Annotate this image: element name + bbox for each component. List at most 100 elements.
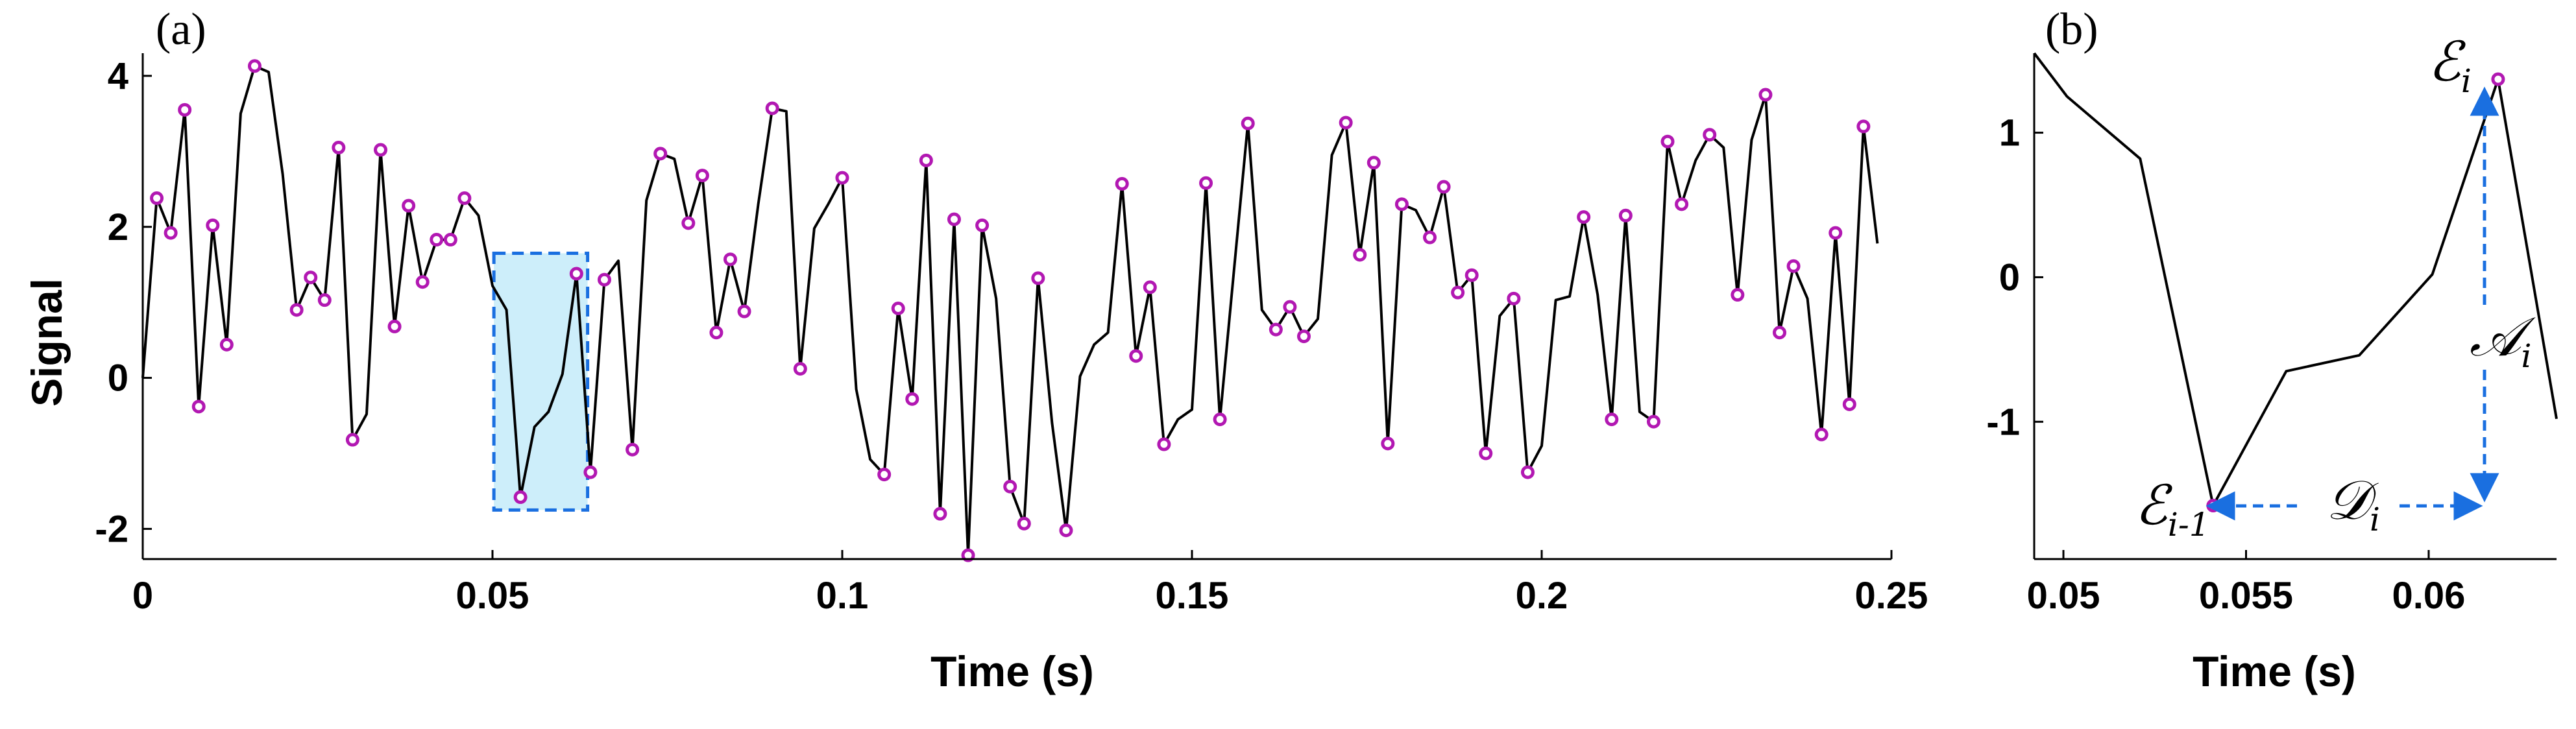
peak-marker — [765, 101, 779, 115]
peak-marker — [905, 392, 919, 406]
panel-b-axes: 0.05 0.055 0.06 -1 0 1 — [1986, 53, 2557, 617]
peak-marker — [1703, 128, 1717, 142]
peak-marker — [877, 468, 892, 482]
peak-marker — [374, 143, 388, 157]
peak-marker — [1605, 412, 1619, 427]
peak-marker — [1394, 197, 1409, 211]
peak-marker — [1786, 259, 1801, 273]
peak-marker — [415, 275, 430, 289]
peak-marker — [1758, 88, 1773, 102]
peak-marker — [723, 252, 738, 267]
annotation-trough-subscript: i-1 — [2168, 506, 2210, 544]
y-tick-label: 0 — [1999, 256, 2020, 298]
peak-marker — [1842, 397, 1856, 411]
peak-marker — [1059, 523, 1073, 538]
peak-marker — [653, 147, 668, 161]
annotation-duration: 𝒟i — [2326, 468, 2380, 538]
peak-marker — [206, 218, 220, 232]
annotation-peak-subscript: i — [2461, 62, 2472, 100]
y-tick-label: 1 — [1999, 112, 2020, 154]
peak-marker — [247, 59, 261, 73]
y-tick-label: -1 — [1986, 401, 2020, 443]
peak-marker — [569, 267, 583, 281]
peak-marker — [793, 362, 807, 376]
peak-marker — [345, 433, 359, 447]
peak-marker — [1381, 436, 1395, 451]
panel-a-series — [141, 59, 1879, 562]
peak-marker — [150, 191, 164, 206]
panel-b-label: (b) — [2045, 5, 2098, 54]
peak-marker — [1646, 414, 1660, 429]
peak-marker — [961, 548, 975, 562]
peak-marker — [457, 191, 472, 206]
peak-marker — [1507, 291, 1521, 305]
peak-marker — [1241, 116, 1255, 130]
peak-marker — [1856, 119, 1871, 134]
peak-marker — [681, 216, 696, 230]
peak-marker — [583, 465, 598, 479]
peak-marker — [1464, 268, 1479, 282]
peak-marker — [1731, 288, 1745, 302]
peak-marker — [1283, 300, 1297, 314]
panel-a-xlabel: Time (s) — [930, 647, 1094, 695]
panel-b-series — [2033, 52, 2558, 513]
peak-marker — [1213, 412, 1227, 427]
panel-b-signal-line — [2033, 52, 2558, 507]
peak-marker — [891, 301, 905, 315]
peak-marker — [332, 141, 346, 155]
peak-marker — [387, 319, 402, 333]
panel-b: (b) Time (s) 0.05 0.055 0.06 -1 0 1 ℰi ℰi-1 𝒜… — [1986, 5, 2558, 695]
peak-marker — [1479, 446, 1493, 460]
annotation-peak-symbol: ℰ — [2428, 30, 2466, 93]
peak-marker — [1367, 156, 1381, 170]
peak-marker — [304, 270, 318, 285]
annotation-peak: ℰi — [2428, 30, 2472, 100]
peak-marker — [1660, 134, 1675, 149]
peak-marker — [919, 153, 933, 167]
x-tick-label: 0.05 — [2027, 575, 2100, 617]
peak-marker — [1814, 427, 1829, 442]
peak-marker — [1520, 465, 1535, 479]
peak-marker — [2491, 72, 2505, 86]
peak-marker — [219, 337, 234, 352]
peak-marker — [933, 507, 947, 521]
peak-marker — [513, 490, 528, 505]
x-tick-label: 0.06 — [2392, 575, 2466, 617]
y-tick-label: 2 — [108, 206, 128, 248]
annotation-trough: ℰi-1 — [2135, 473, 2210, 544]
peak-marker — [1269, 322, 1283, 337]
peak-marker — [443, 233, 457, 247]
peak-marker — [402, 198, 416, 213]
annotation-trough-symbol: ℰ — [2135, 473, 2173, 537]
peak-marker — [164, 226, 178, 240]
peak-marker — [1115, 176, 1129, 191]
peak-marker — [626, 442, 640, 457]
x-tick-label: 0.05 — [456, 575, 529, 617]
x-tick-label: 0.1 — [816, 575, 869, 617]
highlight-window — [492, 252, 590, 512]
peak-marker — [1451, 285, 1465, 300]
peak-marker — [709, 326, 723, 340]
peak-marker — [1017, 516, 1031, 531]
peak-marker — [1031, 271, 1045, 285]
peak-marker — [1157, 437, 1171, 451]
panel-b-xlabel: Time (s) — [2193, 647, 2356, 695]
peak-marker — [1577, 210, 1591, 224]
y-tick-label: 4 — [108, 55, 128, 97]
peak-marker — [1003, 479, 1017, 494]
peak-marker — [317, 293, 332, 307]
x-tick-label: 0.055 — [2199, 575, 2293, 617]
annotation-amplitude: 𝒜i — [2470, 305, 2536, 375]
panel-a: (a) Signal Time (s) 0 0.05 0.1 0.15 0.2 0.25 -… — [23, 5, 1928, 695]
peak-marker — [947, 212, 961, 226]
peak-marker — [695, 169, 709, 183]
peak-marker — [1618, 208, 1633, 222]
peak-marker — [430, 233, 444, 247]
peak-marker — [1296, 329, 1311, 344]
peak-marker — [1143, 280, 1157, 294]
x-tick-label: 0.25 — [1855, 575, 1928, 617]
x-tick-label: 0 — [132, 575, 153, 617]
x-tick-label: 0.15 — [1156, 575, 1229, 617]
y-tick-label: 0 — [108, 357, 128, 400]
